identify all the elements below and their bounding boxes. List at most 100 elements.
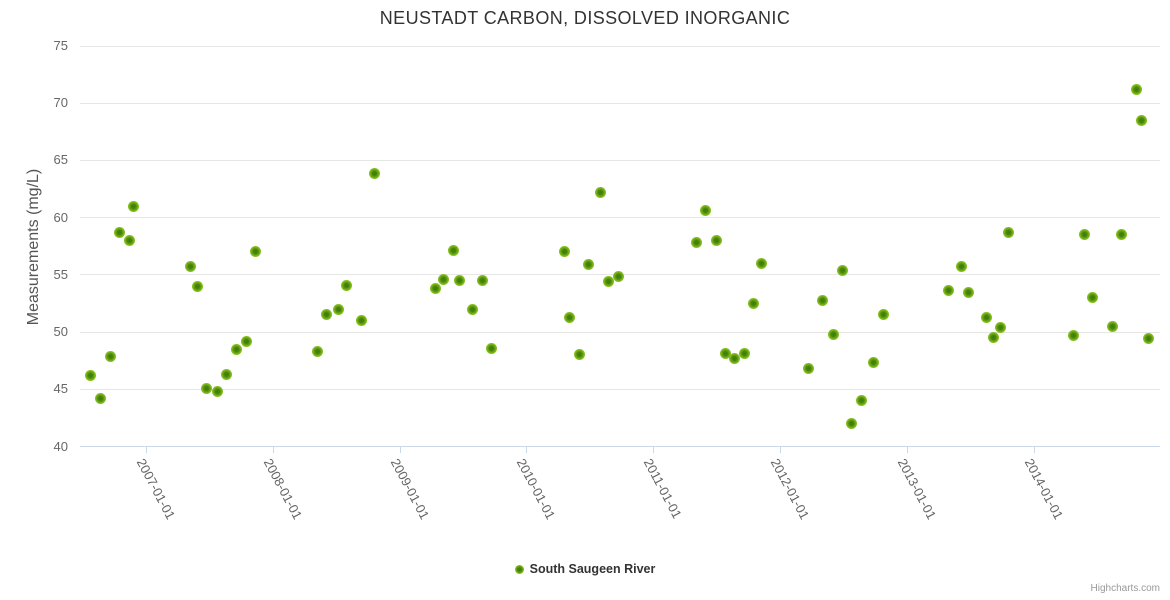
data-point[interactable] [85, 370, 97, 382]
data-point[interactable] [738, 348, 750, 360]
data-point[interactable] [240, 335, 252, 347]
data-point[interactable] [719, 348, 731, 360]
y-axis-label: 70 [53, 95, 68, 111]
x-axis-tick [1033, 447, 1035, 453]
highcharts-credits-link[interactable]: Highcharts.com [1090, 583, 1160, 594]
x-axis-label: 2010-01-01 [514, 456, 559, 522]
data-point[interactable] [230, 343, 242, 355]
data-point[interactable] [963, 286, 975, 298]
data-point[interactable] [123, 235, 135, 247]
data-point[interactable] [1068, 330, 1080, 341]
y-axis-label: 45 [53, 381, 68, 397]
data-point[interactable] [1078, 229, 1090, 241]
y-axis-label: 55 [53, 266, 68, 282]
x-axis-tick [779, 447, 781, 453]
data-point[interactable] [981, 311, 993, 323]
data-point[interactable] [192, 280, 204, 292]
data-point[interactable] [438, 273, 450, 285]
legend: South Saugeen River [0, 562, 1170, 576]
data-point[interactable] [573, 349, 585, 361]
data-point[interactable] [200, 382, 212, 394]
data-point[interactable] [700, 205, 712, 217]
x-axis-label: 2013-01-01 [894, 456, 940, 522]
data-point[interactable] [994, 321, 1006, 333]
data-point[interactable] [558, 246, 570, 258]
x-axis-tick [399, 447, 401, 453]
chart-title: NEUSTADT CARBON, DISSOLVED INORGANIC [379, 8, 791, 28]
data-point[interactable] [563, 311, 575, 323]
y-axis-label: 65 [53, 152, 68, 168]
data-point[interactable] [333, 303, 345, 315]
data-point[interactable] [114, 227, 126, 239]
data-point[interactable] [105, 350, 117, 362]
data-point[interactable] [447, 245, 459, 257]
x-axis-tick [272, 447, 274, 453]
data-point[interactable] [321, 309, 333, 321]
data-point[interactable] [802, 363, 814, 375]
data-point[interactable] [817, 294, 829, 306]
data-point[interactable] [956, 261, 968, 273]
data-point[interactable] [836, 264, 848, 276]
data-point[interactable] [355, 315, 367, 327]
series-marker-icon [514, 564, 524, 574]
x-axis-label: 2014-01-01 [1021, 456, 1066, 522]
x-axis-label: 2007-01-01 [133, 456, 179, 522]
data-point[interactable] [748, 297, 760, 309]
legend-item-south-saugeen-river[interactable]: South Saugeen River [514, 562, 656, 576]
data-point[interactable] [1142, 333, 1154, 345]
data-point[interactable] [454, 275, 466, 287]
data-point[interactable] [486, 342, 498, 354]
data-point[interactable] [943, 285, 955, 297]
data-point[interactable] [756, 257, 768, 269]
data-point[interactable] [1086, 292, 1098, 304]
x-axis-tick [526, 447, 528, 453]
data-point[interactable] [710, 235, 722, 247]
data-point[interactable] [728, 352, 740, 364]
y-axis-label: 75 [53, 38, 68, 53]
gridline-y-60 [80, 217, 1160, 219]
data-point[interactable] [341, 279, 353, 291]
data-point[interactable] [430, 283, 442, 295]
data-point[interactable] [368, 167, 380, 179]
x-axis-tick [145, 447, 147, 453]
gridline-y-75 [80, 45, 1160, 47]
data-point[interactable] [95, 392, 107, 404]
data-point[interactable] [1116, 229, 1128, 241]
data-point[interactable] [184, 261, 196, 273]
data-point[interactable] [1130, 83, 1142, 95]
data-point[interactable] [868, 357, 880, 369]
x-axis-tick [653, 447, 655, 453]
x-axis-label: 2009-01-01 [387, 456, 432, 522]
x-axis-label: 2008-01-01 [260, 456, 305, 522]
data-point[interactable] [220, 368, 232, 380]
gridline-y-50 [80, 331, 1160, 333]
data-point[interactable] [211, 386, 223, 398]
data-point[interactable] [467, 303, 479, 315]
data-point[interactable] [594, 186, 606, 198]
gridline-y-45 [80, 388, 1160, 390]
data-point[interactable] [987, 332, 999, 344]
data-point[interactable] [827, 328, 839, 340]
data-point[interactable] [128, 200, 140, 212]
y-axis-label: 50 [53, 324, 68, 340]
data-point[interactable] [250, 246, 262, 258]
data-point[interactable] [877, 309, 889, 321]
data-point[interactable] [602, 276, 614, 288]
y-axis-label: 40 [53, 438, 68, 454]
x-axis-tick [907, 447, 908, 453]
data-point[interactable] [691, 237, 703, 249]
legend-item-label: South Saugeen River [529, 562, 656, 576]
x-axis-label: 2011-01-01 [640, 456, 685, 521]
data-point[interactable] [311, 346, 323, 358]
data-point[interactable] [1106, 320, 1118, 332]
x-axis-line [80, 446, 1160, 447]
data-point[interactable] [583, 259, 595, 271]
gridline-y-65 [80, 159, 1160, 161]
data-point[interactable] [855, 395, 867, 407]
data-point[interactable] [1002, 227, 1014, 239]
data-point[interactable] [613, 270, 625, 282]
data-point[interactable] [845, 418, 857, 430]
data-point[interactable] [1135, 114, 1147, 126]
data-point[interactable] [477, 275, 489, 287]
